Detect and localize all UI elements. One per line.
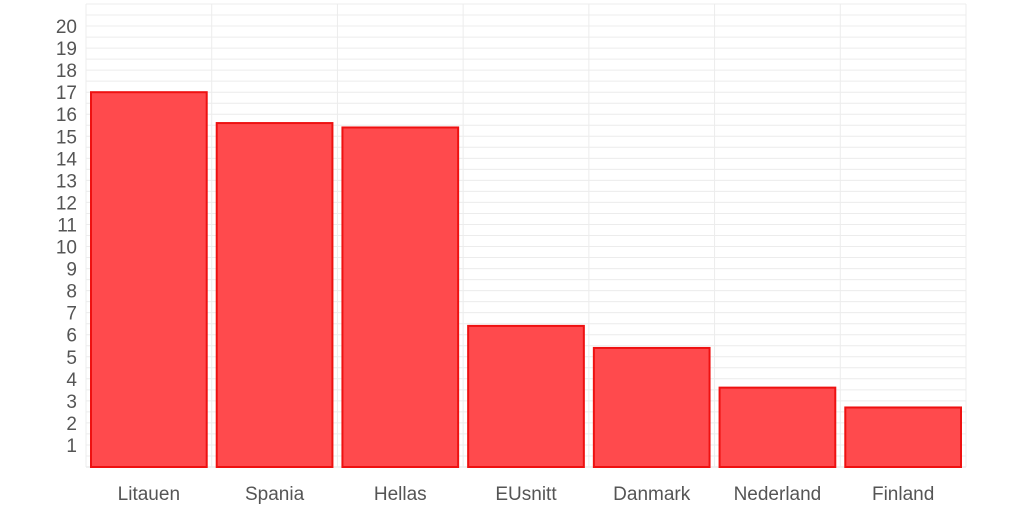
x-gridlines [85, 4, 967, 467]
y-tick-label: 7 [66, 304, 77, 325]
y-tick-label: 15 [56, 127, 77, 148]
y-tick-label: 12 [56, 193, 77, 214]
x-tick-label: Spania [245, 484, 305, 505]
y-tick-label: 14 [56, 149, 78, 170]
y-tick-label: 18 [56, 61, 77, 82]
bar-litauen [90, 91, 208, 468]
y-tick-label: 8 [66, 282, 77, 303]
y-tick-label: 6 [66, 326, 77, 347]
y-tick-label: 5 [66, 348, 77, 369]
y-tick-label: 19 [56, 39, 77, 60]
y-tick-label: 20 [56, 17, 77, 38]
bar-finland [844, 406, 962, 469]
y-tick-label: 1 [66, 436, 77, 457]
x-tick-label: Nederland [734, 484, 822, 505]
y-tick-label: 13 [56, 171, 77, 192]
bar-spania [215, 122, 334, 469]
y-tick-label: 11 [57, 215, 77, 236]
y-tick-label: 4 [66, 370, 77, 391]
x-tick-label: EUsnitt [495, 484, 557, 505]
y-tick-label: 10 [56, 238, 77, 259]
y-tick-label: 16 [56, 105, 77, 126]
bar-eusnitt [467, 324, 585, 468]
x-tick-label: Litauen [118, 484, 180, 505]
bars [90, 91, 962, 469]
y-tick-label: 9 [66, 260, 77, 281]
bar-nederland [718, 386, 837, 468]
bar-danmark [592, 346, 711, 469]
x-tick-label: Hellas [374, 484, 427, 505]
y-tick-label: 2 [66, 414, 77, 435]
x-tick-label: Finland [872, 484, 934, 505]
y-tick-label: 17 [56, 83, 77, 104]
y-tick-label: 3 [66, 392, 77, 413]
x-tick-label: Danmark [613, 484, 691, 505]
bar-hellas [341, 126, 460, 468]
x-axis-ticks: Litauen Spania Hellas EUsnitt Danmark Nederla… [118, 484, 935, 505]
